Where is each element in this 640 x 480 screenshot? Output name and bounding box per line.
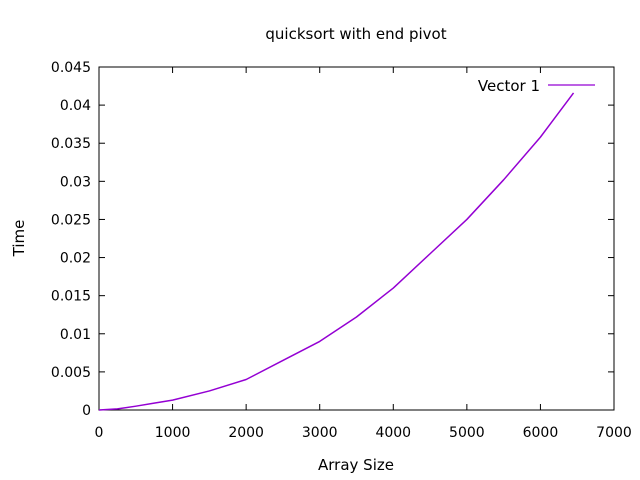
series-layer — [98, 92, 575, 411]
series-line-vector-1 — [98, 92, 575, 411]
y-tick-label: 0 — [82, 403, 91, 419]
x-tick-label: 2000 — [228, 425, 264, 441]
x-tick-label: 5000 — [449, 425, 485, 441]
y-tick-label: 0.025 — [51, 212, 91, 228]
x-tick-label: 6000 — [523, 425, 559, 441]
chart-title: quicksort with end pivot — [265, 25, 446, 43]
y-axis: 0 0.005 0.01 0.015 0.02 0.025 0.03 0.035 0.04 0.0… — [51, 60, 614, 419]
x-tick-label: 4000 — [375, 425, 411, 441]
plot-frame — [98, 66, 615, 411]
y-tick-label: 0.005 — [51, 365, 91, 381]
x-tick-label: 7000 — [596, 425, 632, 441]
x-tick-label: 0 — [95, 425, 104, 441]
y-axis-label: Time — [10, 220, 28, 258]
legend-label-vector-1: Vector 1 — [478, 77, 540, 95]
y-tick-label: 0.03 — [60, 174, 91, 190]
y-tick-label: 0.04 — [60, 98, 91, 114]
y-tick-label: 0.02 — [60, 251, 91, 267]
x-axis: 0 1000 2000 3000 4000 5000 6000 7000 — [95, 67, 632, 441]
y-tick-label: 0.015 — [51, 289, 91, 305]
x-tick-label: 3000 — [302, 425, 338, 441]
y-tick-label: 0.035 — [51, 136, 91, 152]
legend: Vector 1 — [478, 77, 595, 95]
y-tick-label: 0.045 — [51, 60, 91, 76]
x-tick-label: 1000 — [155, 425, 191, 441]
x-axis-label: Array Size — [318, 456, 394, 474]
y-tick-label: 0.01 — [60, 327, 91, 343]
